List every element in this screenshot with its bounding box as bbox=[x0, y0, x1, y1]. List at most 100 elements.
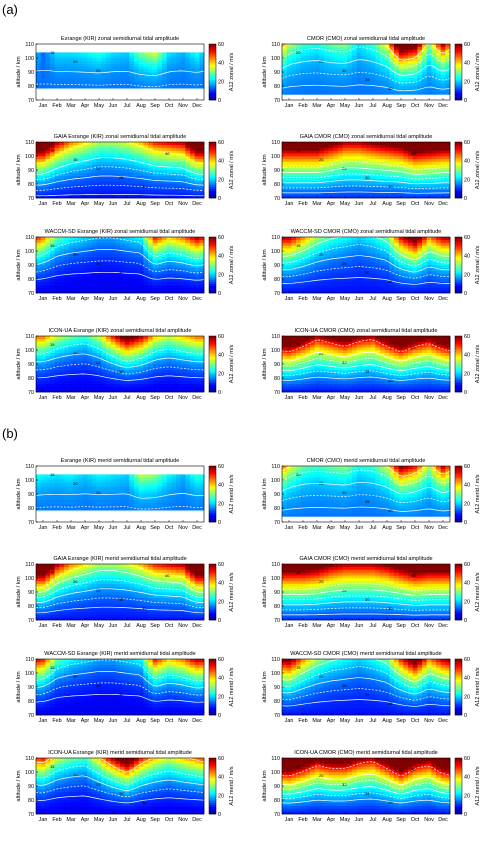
colorbar-swatch bbox=[455, 49, 462, 52]
colorbar-swatch bbox=[455, 272, 462, 275]
heatmap-cell bbox=[171, 83, 177, 87]
heatmap-cell bbox=[134, 386, 139, 390]
heatmap-cell bbox=[78, 262, 83, 266]
heatmap-cell bbox=[380, 49, 385, 53]
heatmap-cell bbox=[45, 279, 51, 283]
heatmap-cell bbox=[422, 273, 427, 277]
heatmap-cell bbox=[436, 72, 441, 76]
heatmap-cell bbox=[436, 262, 441, 266]
heatmap-cell bbox=[314, 248, 320, 252]
heatmap-cell bbox=[143, 336, 149, 340]
heatmap-cell bbox=[176, 270, 181, 274]
heatmap-cell bbox=[185, 284, 191, 288]
heatmap-cell bbox=[422, 287, 427, 291]
heatmap-cell bbox=[124, 358, 130, 362]
heatmap-cell bbox=[445, 276, 451, 280]
heatmap-cell bbox=[398, 186, 404, 190]
heatmap-cell bbox=[96, 245, 102, 249]
heatmap-cell bbox=[282, 276, 287, 280]
heatmap-cell bbox=[296, 184, 301, 188]
heatmap-cell bbox=[68, 153, 74, 157]
heatmap-cell bbox=[384, 74, 390, 78]
heatmap-cell bbox=[92, 181, 97, 185]
heatmap-cell bbox=[194, 279, 200, 283]
heatmap-cell bbox=[87, 273, 93, 277]
heatmap-cell bbox=[389, 142, 395, 146]
heatmap-cell bbox=[314, 287, 320, 291]
heatmap-cell bbox=[431, 279, 437, 283]
heatmap-cell bbox=[87, 251, 93, 255]
colorbar-swatch bbox=[209, 263, 216, 266]
heatmap-cell bbox=[384, 144, 390, 148]
heatmap-cell bbox=[380, 284, 385, 288]
heatmap-cell bbox=[36, 66, 41, 70]
heatmap-cell bbox=[36, 55, 41, 59]
heatmap-cell bbox=[92, 175, 97, 179]
heatmap-cell bbox=[36, 195, 41, 199]
heatmap-cell bbox=[445, 192, 451, 196]
heatmap-cell bbox=[180, 164, 186, 168]
heatmap-cell bbox=[314, 66, 320, 70]
heatmap-cell bbox=[87, 63, 93, 67]
heatmap-cell bbox=[380, 184, 385, 188]
heatmap-cell bbox=[171, 189, 177, 193]
heatmap-cell bbox=[291, 259, 297, 263]
heatmap-cell bbox=[50, 378, 55, 382]
heatmap-cell bbox=[115, 77, 121, 81]
heatmap-cell bbox=[59, 270, 65, 274]
colorbar-swatch bbox=[209, 145, 216, 148]
heatmap-cell bbox=[101, 52, 107, 56]
heatmap-cell bbox=[110, 178, 116, 182]
heatmap-cell bbox=[166, 259, 172, 263]
heatmap-cell bbox=[199, 77, 205, 81]
heatmap-cell bbox=[185, 287, 191, 291]
heatmap-cell bbox=[87, 242, 93, 246]
heatmap-cell bbox=[78, 355, 83, 359]
heatmap-cell bbox=[185, 58, 191, 62]
heatmap-cell bbox=[394, 153, 399, 157]
heatmap-cell bbox=[440, 167, 446, 171]
heatmap-cell bbox=[305, 144, 311, 148]
heatmap-cell bbox=[319, 52, 325, 56]
heatmap-cell bbox=[440, 46, 446, 50]
heatmap-cell bbox=[199, 153, 205, 157]
heatmap-cell bbox=[291, 72, 297, 76]
heatmap-cell bbox=[96, 69, 102, 73]
heatmap-cell bbox=[440, 83, 446, 87]
heatmap-cell bbox=[68, 74, 74, 78]
heatmap-cell bbox=[417, 86, 423, 90]
heatmap-cell bbox=[96, 164, 102, 168]
heatmap-cell bbox=[110, 58, 116, 62]
heatmap-cell bbox=[296, 256, 301, 260]
heatmap-cell bbox=[431, 170, 437, 174]
heatmap-cell bbox=[300, 91, 306, 95]
heatmap-cell bbox=[384, 63, 390, 67]
heatmap-cell bbox=[361, 147, 367, 151]
heatmap-cell bbox=[305, 88, 311, 92]
heatmap-cell bbox=[50, 267, 55, 271]
heatmap-cell bbox=[352, 284, 357, 288]
heatmap-cell bbox=[115, 355, 121, 359]
heatmap-cell bbox=[305, 77, 311, 81]
heatmap-cell bbox=[129, 74, 135, 78]
x-tick-label: Oct bbox=[165, 201, 174, 207]
heatmap-cell bbox=[54, 52, 60, 56]
x-tick-label: Jun bbox=[109, 296, 118, 302]
heatmap-cell bbox=[143, 375, 149, 379]
heatmap-cell bbox=[78, 144, 83, 148]
heatmap-cell bbox=[328, 167, 334, 171]
heatmap-cell bbox=[59, 142, 65, 146]
heatmap-cell bbox=[171, 172, 177, 176]
heatmap-cell bbox=[417, 237, 423, 241]
x-tick-label: Mar bbox=[66, 296, 75, 302]
heatmap-cell bbox=[64, 290, 69, 294]
heatmap-cell bbox=[115, 167, 121, 171]
heatmap-cell bbox=[366, 158, 371, 162]
heatmap-cell bbox=[129, 237, 135, 241]
heatmap-cell bbox=[286, 44, 292, 48]
heatmap-cell bbox=[138, 369, 144, 373]
heatmap-cell bbox=[408, 192, 413, 196]
heatmap-cell bbox=[82, 347, 88, 351]
heatmap-cell bbox=[426, 262, 432, 266]
heatmap-cell bbox=[171, 181, 177, 185]
